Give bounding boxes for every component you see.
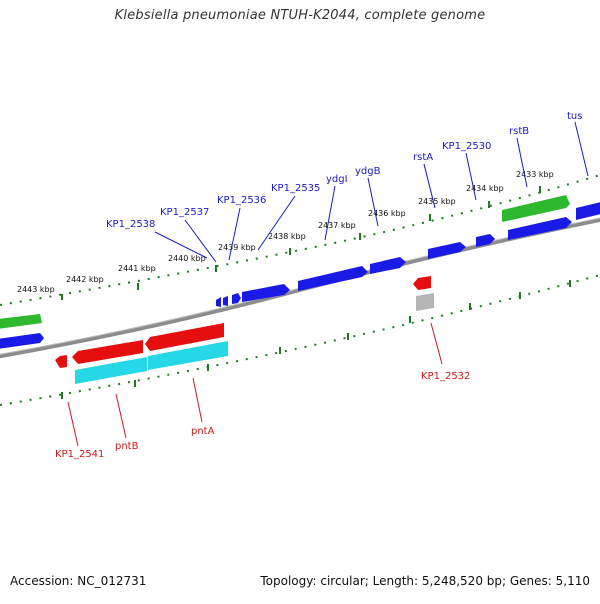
ruler-label-2436: 2436 kbp xyxy=(368,209,406,218)
gene-rstA xyxy=(428,242,466,259)
gene-ydgB xyxy=(370,257,406,274)
label-ydgI[interactable]: ydgI xyxy=(326,174,348,185)
outer-ruler-ticks xyxy=(61,186,541,300)
label-KP1_2538[interactable]: KP1_2538 xyxy=(106,219,155,230)
label-KP1_2541[interactable]: KP1_2541 xyxy=(55,449,104,460)
gene-left-edge-green xyxy=(0,314,42,329)
label-KP1_2536[interactable]: KP1_2536 xyxy=(217,195,266,206)
accession-text: Accession: NC_012731 xyxy=(10,574,147,588)
gene-rstB xyxy=(508,217,572,240)
upper-gene-labels: KP1_2538 KP1_2537 KP1_2536 KP1_2535 ydgI… xyxy=(106,111,582,230)
gene-KP1_2538 xyxy=(216,297,221,307)
reverse-genes xyxy=(55,276,434,384)
gene-KP1_2532-pseudo xyxy=(416,293,434,311)
gene-pntB xyxy=(72,340,143,364)
gene-rstB-rna xyxy=(502,195,570,222)
ruler-label-2443: 2443 kbp xyxy=(17,285,55,294)
label-pntB[interactable]: pntB xyxy=(115,441,139,452)
label-KP1_2537[interactable]: KP1_2537 xyxy=(160,207,209,218)
ruler-label-2433: 2433 kbp xyxy=(516,170,554,179)
gene-tus xyxy=(576,202,600,220)
gene-left-edge-blue xyxy=(0,333,44,349)
gene-KP1_2537 xyxy=(223,296,228,306)
ruler-label-2441: 2441 kbp xyxy=(118,264,156,273)
ruler-label-2435: 2435 kbp xyxy=(418,197,456,206)
gene-pntB-shadow xyxy=(75,357,147,384)
upper-leader-lines xyxy=(154,121,589,263)
genome-title: Klebsiella pneumoniae NTUH-K2044, comple… xyxy=(114,8,486,23)
label-KP1_2530[interactable]: KP1_2530 xyxy=(442,141,491,152)
ruler-label-2438: 2438 kbp xyxy=(268,232,306,241)
label-KP1_2535[interactable]: KP1_2535 xyxy=(271,183,320,194)
label-tus[interactable]: tus xyxy=(567,111,582,122)
forward-genes xyxy=(0,195,600,349)
gene-KP1_2535 xyxy=(242,284,290,302)
gene-KP1_2530 xyxy=(476,234,495,247)
inner-ruler-ticks xyxy=(61,280,571,399)
gene-pntA xyxy=(145,323,224,351)
label-rstA[interactable]: rstA xyxy=(413,152,433,163)
ruler-label-2439: 2439 kbp xyxy=(218,243,256,252)
lower-leader-lines xyxy=(67,322,443,447)
gene-pntA-shadow xyxy=(148,341,228,370)
ruler-labels: 2443 kbp 2442 kbp 2441 kbp 2440 kbp 2439… xyxy=(17,170,554,294)
gene-KP1_2541 xyxy=(55,355,67,368)
ruler-label-2440: 2440 kbp xyxy=(168,254,206,263)
ruler-label-2434: 2434 kbp xyxy=(466,184,504,193)
gene-KP1_2532 xyxy=(413,276,431,290)
label-ydgB[interactable]: ydgB xyxy=(355,166,381,177)
genome-summary-text: Topology: circular; Length: 5,248,520 bp… xyxy=(260,574,590,588)
gene-KP1_2536 xyxy=(232,293,241,304)
label-pntA[interactable]: pntA xyxy=(191,426,215,437)
label-rstB[interactable]: rstB xyxy=(509,126,529,137)
ruler-label-2437: 2437 kbp xyxy=(318,221,356,230)
label-KP1_2532[interactable]: KP1_2532 xyxy=(421,371,470,382)
gene-ydgI xyxy=(298,266,368,291)
ruler-label-2442: 2442 kbp xyxy=(66,275,104,284)
lower-gene-labels: KP1_2541 pntB pntA KP1_2532 xyxy=(55,371,470,460)
